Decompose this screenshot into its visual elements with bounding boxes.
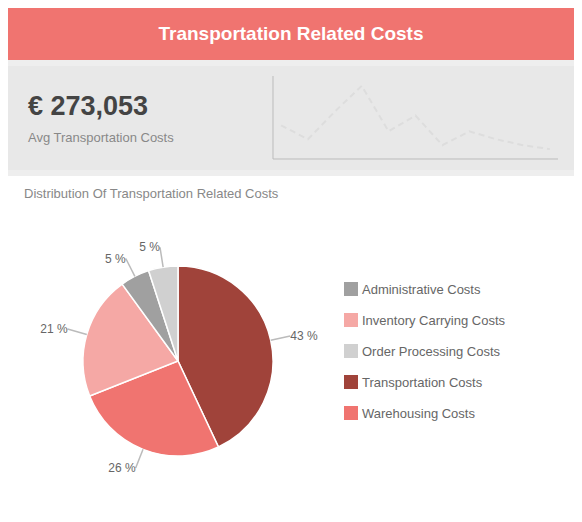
html-text:Transportation Costs: Transportation Costs <box>362 374 483 390</box>
svg-text:43 %: 43 % <box>290 329 318 343</box>
html-text:Administrative Costs: Administrative Costs <box>362 281 481 297</box>
html-text:Inventory Carrying Costs: Inventory Carrying Costs <box>362 312 506 328</box>
svg-text:21 %: 21 % <box>40 322 68 336</box>
svg-text:5 %: 5 % <box>139 240 160 254</box>
html-text:Transportation Related Costs: Transportation Related Costs <box>158 23 424 44</box>
html-text:Order Processing Costs: Order Processing Costs <box>362 343 500 359</box>
svg-text:26 %: 26 % <box>108 461 136 475</box>
html-text:Distribution Of Transportation: Distribution Of Transportation Related C… <box>24 186 279 201</box>
html-text:Avg Transportation Costs: Avg Transportation Costs <box>28 130 174 145</box>
html-text:Warehousing Costs: Warehousing Costs <box>362 405 475 421</box>
svg-text:5 %: 5 % <box>105 252 126 266</box>
html-text:€ 273,053: € 273,053 <box>28 91 149 121</box>
